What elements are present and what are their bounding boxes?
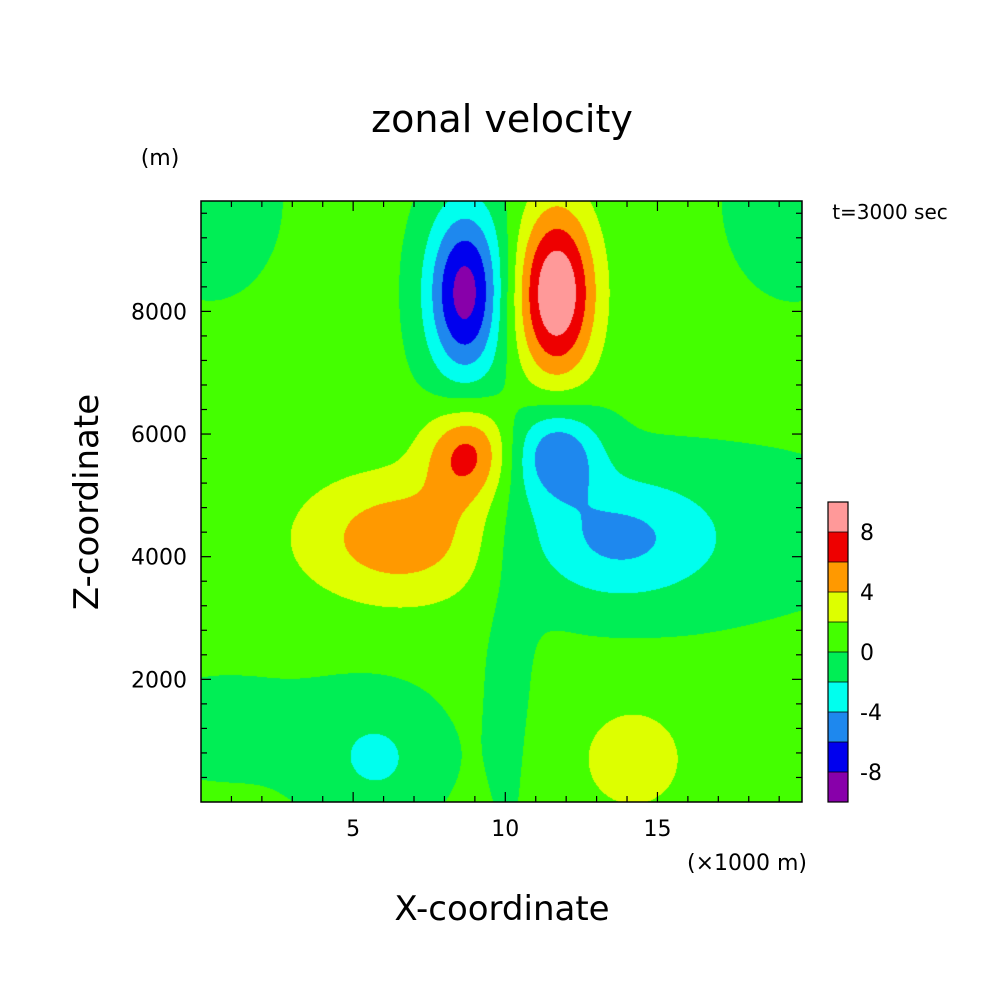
colorbar: 8 4 0 -4 -8 — [827, 501, 882, 803]
colorbar-tick-label: -8 — [860, 761, 882, 786]
colorbar-segment — [828, 652, 848, 682]
colorbar-tick-label: 8 — [860, 521, 874, 546]
contour-plot-area — [201, 201, 802, 802]
colorbar-tick-label: -4 — [860, 701, 882, 726]
colorbar-segment — [828, 622, 848, 652]
colorbar-segment — [828, 502, 848, 532]
colorbar-segment — [828, 742, 848, 772]
time-label: t=3000 sec — [832, 200, 948, 224]
y-axis-unit: (m) — [141, 146, 180, 171]
colorbar-segment — [828, 532, 848, 562]
x-tick-label: 5 — [346, 817, 360, 842]
colorbar-segment — [828, 712, 848, 742]
chart-title: zonal velocity — [371, 97, 633, 141]
x-tick-label: 10 — [491, 817, 519, 842]
y-axis-label: Z-coordinate — [67, 394, 107, 610]
y-tick-label: 8000 — [131, 300, 187, 325]
x-axis-unit: (×1000 m) — [687, 851, 807, 876]
contour-field — [201, 201, 802, 802]
colorbar-segment — [828, 772, 848, 802]
colorbar-segment — [828, 682, 848, 712]
colorbar-tick-label: 4 — [860, 581, 874, 606]
x-tick-label: 15 — [643, 817, 671, 842]
y-tick-label: 4000 — [131, 546, 187, 571]
y-tick-label: 6000 — [131, 423, 187, 448]
x-axis-label: X-coordinate — [394, 889, 609, 929]
colorbar-segment — [828, 562, 848, 592]
colorbar-tick-label: 0 — [860, 641, 874, 666]
axis-ticks: 5 10 15 2000 4000 6000 8000 — [131, 201, 802, 842]
y-tick-label: 2000 — [131, 668, 187, 693]
plot-frame — [200, 200, 803, 803]
colorbar-segment — [828, 592, 848, 622]
